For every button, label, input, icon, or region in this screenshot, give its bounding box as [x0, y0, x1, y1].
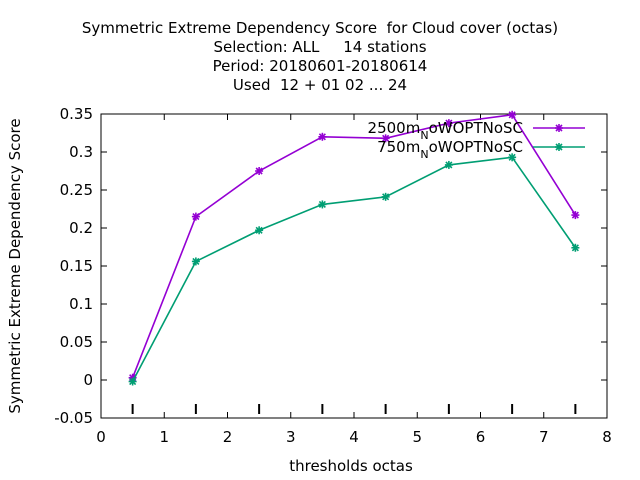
y-axis-label: Symmetric Extreme Dependency Score [6, 118, 24, 413]
series-0-point-6 [508, 110, 517, 119]
series-line-0 [131, 113, 577, 379]
series-0-point-5 [444, 119, 453, 128]
series-0-point-1 [191, 212, 200, 221]
y-tick-label-5: 0.2 [69, 219, 93, 237]
x-tick-label-5: 5 [412, 428, 422, 446]
series-1-point-2 [255, 226, 264, 235]
marks-layer [131, 404, 577, 414]
legend-marker-1 [555, 143, 563, 151]
title-line-1: Symmetric Extreme Dependency Score for C… [81, 19, 559, 37]
series-1-point-4 [381, 192, 390, 201]
x-tick-label-2: 2 [223, 428, 233, 446]
title-line-4: Used 12 + 01 02 ... 24 [232, 76, 408, 94]
y-tick-label-8: 0.35 [60, 105, 93, 123]
series-line-1 [131, 156, 577, 382]
series-1-point-6 [508, 153, 517, 162]
series-layer [128, 110, 580, 386]
series-1-point-7 [571, 243, 580, 252]
series-0-point-2 [255, 167, 264, 175]
legend-label-1: 750mNoWOPTNoSC [377, 138, 523, 161]
series-0-point-7 [571, 211, 580, 220]
x-tick-label-6: 6 [476, 428, 486, 446]
y-tick-label-7: 0.3 [69, 143, 93, 161]
series-0-point-3 [318, 132, 327, 141]
series-0-point-4 [381, 134, 390, 143]
x-tick-label-4: 4 [349, 428, 359, 446]
legend-label-0: 2500mNoWOPTNoSC [368, 119, 523, 142]
y-tick-label-4: 0.15 [60, 257, 93, 275]
y-tick-label-0: -0.05 [54, 409, 93, 427]
title-line-2: Selection: ALL 14 stations [213, 38, 427, 56]
series-1-point-0 [128, 377, 137, 386]
series-1-point-5 [444, 160, 453, 169]
y-tick-label-3: 0.1 [69, 295, 93, 313]
y-tick-label-6: 0.25 [60, 181, 93, 199]
x-tick-label-8: 8 [602, 428, 612, 446]
series-1-point-1 [191, 257, 200, 266]
y-tick-label-2: 0.05 [60, 333, 93, 351]
title-line-3: Period: 20180601-20180614 [212, 57, 428, 75]
x-tick-label-0: 0 [96, 428, 106, 446]
x-tick-label-3: 3 [286, 428, 296, 446]
legend-marker-0 [555, 124, 563, 132]
series-1-point-3 [318, 200, 327, 209]
x-axis-label: thresholds octas [289, 457, 413, 475]
x-tick-label-1: 1 [159, 428, 169, 446]
y-tick-label-1: 0 [83, 371, 93, 389]
x-tick-label-7: 7 [539, 428, 549, 446]
